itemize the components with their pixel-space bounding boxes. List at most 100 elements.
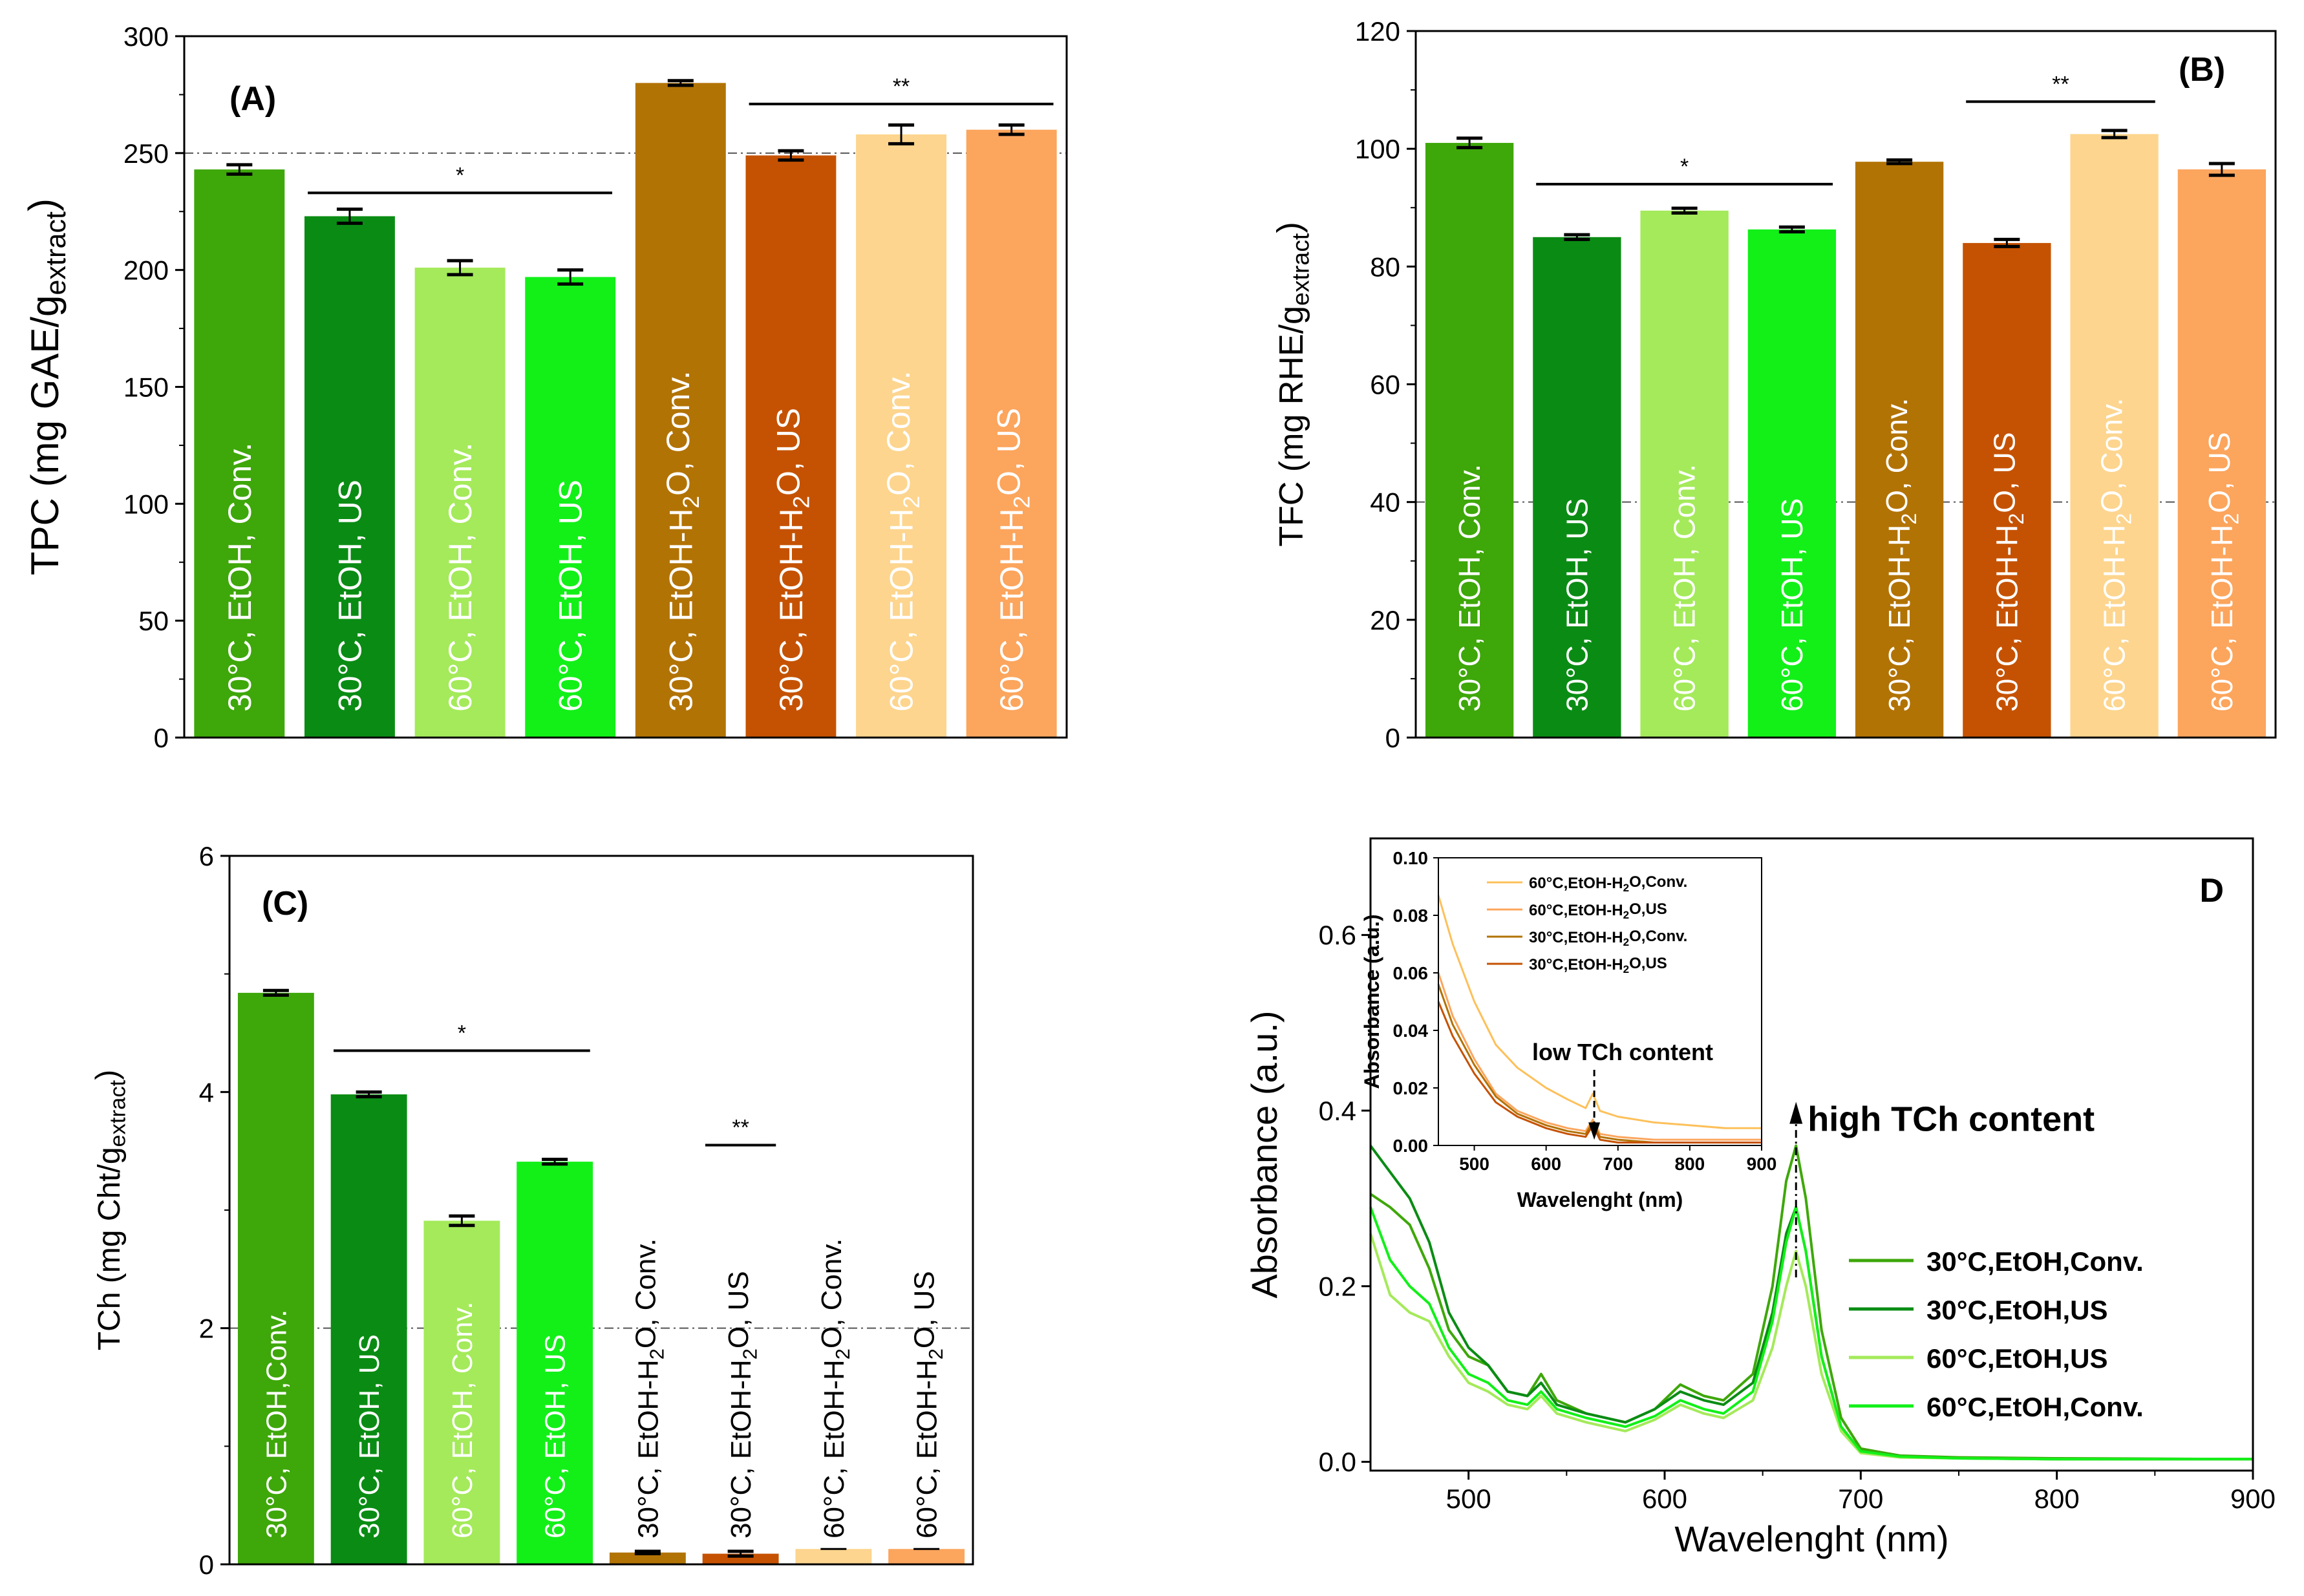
x-tick-label: 800 [1675,1154,1705,1174]
bar-label: 60°C, EtOH, Conv. [1668,464,1701,712]
bar [2177,169,2267,738]
bar [1747,229,1837,738]
inset-legend-label: 30°C,EtOH-H2O,Conv. [1529,928,1687,948]
x-tick-label: 600 [1642,1484,1687,1514]
x-axis-label: Wavelenght (nm) [1517,1188,1683,1211]
series-line [1369,1233,2253,1461]
significance-mark: * [456,163,464,187]
bar [888,1549,965,1564]
bar-label: 30°C, EtOH, US [1560,498,1594,712]
bar [1963,242,2051,738]
bar-label: 60°C, EtOH-H2O, Conv. [816,1239,854,1538]
x-axis-label: Wavelenght (nm) [1674,1518,1948,1559]
bar [1640,210,1729,738]
y-tick-label: 300 [123,21,169,52]
legend-label: 60°C,EtOH,Conv. [1926,1392,2144,1422]
y-tick-label: 0.10 [1393,848,1429,868]
bar-label: 60°C, EtOH-H2O, Conv. [2095,398,2136,712]
y-tick-label: 0.6 [1319,920,1356,950]
bar [1855,162,1944,738]
bar [304,216,395,738]
y-axis-label: Absorbance (a.u.) [1360,914,1383,1089]
bar [856,134,947,738]
y-tick-label: 0.2 [1319,1271,1356,1301]
y-tick-label: 200 [123,255,169,286]
x-tick-label: 600 [1531,1154,1561,1174]
bar-label: 60°C, EtOH, Conv. [447,1302,478,1538]
y-tick-label: 250 [123,138,169,169]
bar [517,1162,593,1564]
y-tick-label: 0.02 [1393,1078,1429,1098]
y-tick-label: 100 [123,489,169,519]
significance-mark: ** [732,1116,749,1140]
y-tick-label: 0 [1385,723,1400,753]
y-tick-label: 4 [199,1077,214,1107]
x-tick-label: 900 [2230,1484,2276,1514]
bar-label: 30°C, EtOH-H2O, US [723,1271,761,1538]
y-tick-label: 0 [154,723,169,753]
bar [423,1220,500,1564]
panel-c-tch-chart: 30°C, EtOH,Conv. 30°C, EtOH, US 60°C, EtOH… [91,841,974,1580]
bar [2070,134,2159,738]
significance-mark: * [458,1021,466,1045]
annotation-text: high TCh content [1808,1100,2095,1139]
y-tick-label: 60 [1370,370,1400,400]
y-tick-label: 80 [1370,251,1400,282]
legend-label: 30°C,EtOH,Conv. [1926,1246,2144,1277]
panel-label: (A) [229,80,276,118]
bar [609,1552,686,1564]
panel-b-tfc-chart: 30°C, EtOH, Conv. 30°C, EtOH, US 60°C, EtO… [1270,16,2277,753]
inset-legend-label: 60°C,EtOH-H2O,Conv. [1529,873,1687,894]
bar [795,1549,872,1564]
bar-label: 60°C, EtOH-H2O, US [909,1271,947,1538]
inset-annotation-arrowhead [1588,1122,1601,1140]
y-tick-label: 0.4 [1319,1096,1356,1126]
y-axis-label: TFC (mg RHE/gextract) [1270,222,1314,546]
y-tick-label: 20 [1370,605,1400,635]
panel-d-absorbance-chart: 500 600 700 800 900 0.0 0.2 0.4 0.6 Wavelenght (n… [1244,837,2276,1559]
bar-label: 60°C, EtOH-H2O, Conv. [880,370,924,712]
series-line [1369,1144,2254,1461]
bar [966,129,1057,738]
legend-label: 30°C,EtOH,US [1926,1295,2108,1325]
significance-mark: * [1680,154,1689,179]
bar [194,169,285,738]
y-tick-label: 120 [1355,16,1400,47]
y-axis-label: Absorbance (a.u.) [1244,1010,1285,1298]
x-tick-label: 700 [1603,1154,1633,1174]
y-tick-label: 0 [199,1549,214,1580]
inset-legend-label: 30°C,EtOH-H2O,US [1529,955,1667,975]
bar [1533,237,1621,738]
y-tick-label: 50 [138,606,169,636]
legend-label: 60°C,EtOH,US [1926,1343,2108,1374]
inset-annotation-text: low TCh content [1532,1039,1713,1065]
bar-label: 60°C, EtOH-H2O, US [991,408,1035,712]
significance-mark: ** [2052,72,2069,96]
inset-legend-label: 60°C,EtOH-H2O,US [1529,900,1667,921]
bar [237,992,314,1564]
x-tick-label: 500 [1459,1154,1489,1174]
bar [635,83,726,738]
y-tick-label: 150 [123,372,169,403]
bar-label: 30°C, EtOH-H2O, US [1987,432,2028,712]
series-line [1437,972,1762,1141]
annotation-arrowhead [1789,1101,1803,1124]
x-tick-label: 500 [1446,1484,1491,1514]
y-tick-label: 0.06 [1393,963,1429,983]
inset-background [1438,858,1762,1145]
panel-label: D [2199,872,2224,910]
panel-label: (C) [262,885,308,922]
significance-mark: ** [893,74,910,99]
panel-label: (B) [2179,51,2225,89]
bar-label: 60°C, EtOH, US [1775,498,1809,712]
x-tick-label: 700 [1838,1484,1883,1514]
x-tick-label: 800 [2034,1484,2080,1514]
bar-label: 30°C, EtOH, US [354,1334,385,1538]
bar-label: 30°C, EtOH,Conv. [261,1310,292,1538]
y-axis-label: TCh (mg Cht/gextract) [91,1070,131,1350]
bar-label: 30°C, EtOH-H2O, Conv. [1880,398,1921,712]
x-tick-label: 900 [1747,1154,1777,1174]
plot-frame [1369,837,2254,1472]
bar [745,155,837,738]
